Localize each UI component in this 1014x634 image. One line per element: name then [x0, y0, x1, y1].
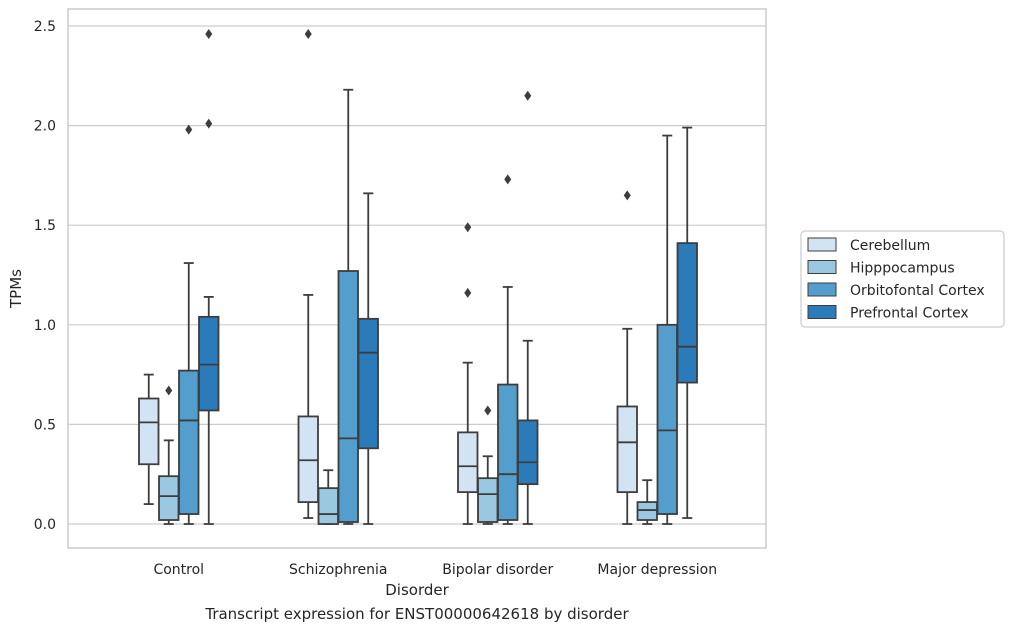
box-iqr	[198, 315, 220, 412]
box-iqr	[656, 323, 678, 515]
box-3-2	[517, 90, 539, 525]
box-iqr	[178, 369, 200, 515]
box-1-1	[317, 469, 339, 525]
legend-swatch	[807, 260, 837, 274]
box-2-0	[178, 124, 200, 525]
outlier-point	[524, 90, 532, 101]
outlier-point	[304, 28, 312, 39]
y-tick-label: 0.5	[34, 417, 56, 433]
y-tick-label: 1.0	[34, 318, 56, 334]
box-iqr	[158, 475, 180, 521]
x-tick-label: Control	[153, 562, 204, 578]
box-1-0	[158, 385, 180, 525]
box-iqr	[497, 383, 519, 521]
y-tick-label: 2.5	[34, 19, 56, 35]
box-2-3	[656, 134, 678, 525]
legend-swatch	[807, 305, 837, 319]
legend-swatch	[807, 282, 837, 297]
box-0-3	[616, 190, 638, 525]
chart-caption: Transcript expression for ENST0000064261…	[205, 605, 629, 623]
outlier-point	[205, 118, 213, 129]
box-iqr	[676, 242, 698, 384]
box-0-2	[457, 222, 479, 525]
y-tick-label: 0.0	[34, 517, 56, 533]
box-0-1	[297, 28, 319, 519]
outlier-point	[623, 190, 631, 201]
y-tick-label: 1.5	[34, 218, 56, 234]
outlier-point	[185, 124, 193, 135]
box-2-2	[497, 174, 519, 525]
box-1-3	[636, 479, 658, 525]
x-tick-label: Schizophrenia	[289, 562, 387, 578]
box-2-1	[337, 88, 359, 525]
box-iqr	[477, 477, 499, 523]
y-tick-label: 2.0	[34, 119, 56, 135]
box-iqr	[138, 397, 160, 466]
box-iqr	[337, 270, 359, 523]
box-3-1	[357, 192, 379, 525]
legend-label: Prefrontal Cortex	[850, 306, 969, 322]
plot-frame	[67, 8, 767, 549]
box-0-0	[138, 373, 160, 505]
legend-swatch	[807, 237, 837, 252]
y-axis-label: TPMs	[7, 269, 25, 309]
x-tick-label: Bipolar disorder	[442, 562, 553, 578]
box-iqr	[297, 415, 319, 503]
outlier-point	[165, 385, 173, 396]
legend-label: Orbitofontal Cortex	[850, 283, 985, 299]
box-iqr	[636, 501, 658, 521]
box-iqr	[517, 419, 539, 486]
box-1-2	[477, 405, 499, 525]
box-3-3	[676, 126, 698, 519]
legend-label: Cerebellum	[850, 238, 930, 254]
legend-box	[800, 230, 1005, 328]
outlier-point	[464, 222, 472, 233]
x-tick-label: Major depression	[597, 562, 717, 578]
box-iqr	[616, 405, 638, 494]
outlier-point	[205, 28, 213, 39]
box-iqr	[357, 317, 379, 450]
box-iqr	[457, 431, 479, 494]
outlier-point	[504, 174, 512, 185]
box-iqr	[317, 487, 339, 525]
box-3-0	[198, 28, 220, 525]
x-axis-label: Disorder	[385, 581, 449, 599]
outlier-point	[484, 405, 492, 416]
legend-label: Hipppocampus	[850, 261, 955, 277]
outlier-point	[464, 287, 472, 298]
